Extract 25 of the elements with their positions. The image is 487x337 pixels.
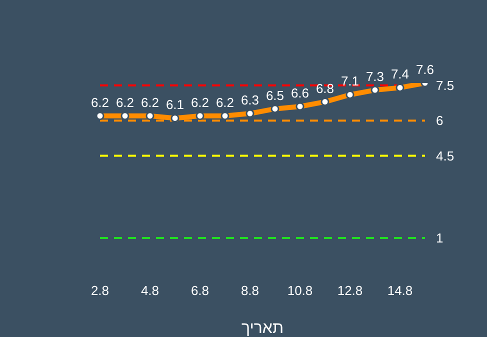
data-label: 6.1 [166,97,184,112]
data-label: 6.6 [290,85,310,100]
data-label: 7.4 [390,66,410,82]
x-tick-label: 4.8 [140,283,160,298]
x-tick-label: 14.8 [387,283,413,298]
data-label: 6.2 [116,94,134,110]
data-label: 6.5 [266,88,284,103]
data-label: 6.8 [316,80,334,96]
data-label: 6.2 [190,94,210,110]
data-label: 6.3 [240,92,260,108]
data-label: 6.2 [90,94,110,110]
ref-line-label: 6 [436,113,444,128]
data-label: 6.2 [140,94,160,110]
ref-line-label: 1 [436,230,444,246]
x-tick-label: 10.8 [287,283,313,298]
data-label: 6.2 [216,94,234,110]
ref-line-label: 7.5 [436,78,454,93]
x-tick-label: 6.8 [190,283,210,298]
data-label: 7.3 [366,69,384,84]
x-axis-title: תאריך [241,320,284,337]
x-tick-label: 12.8 [337,283,363,298]
x-tick-label: 8.8 [240,283,260,298]
data-label: 7.6 [416,62,434,77]
ref-line-label: 4.5 [436,148,454,164]
x-tick-label: 2.8 [90,283,110,298]
